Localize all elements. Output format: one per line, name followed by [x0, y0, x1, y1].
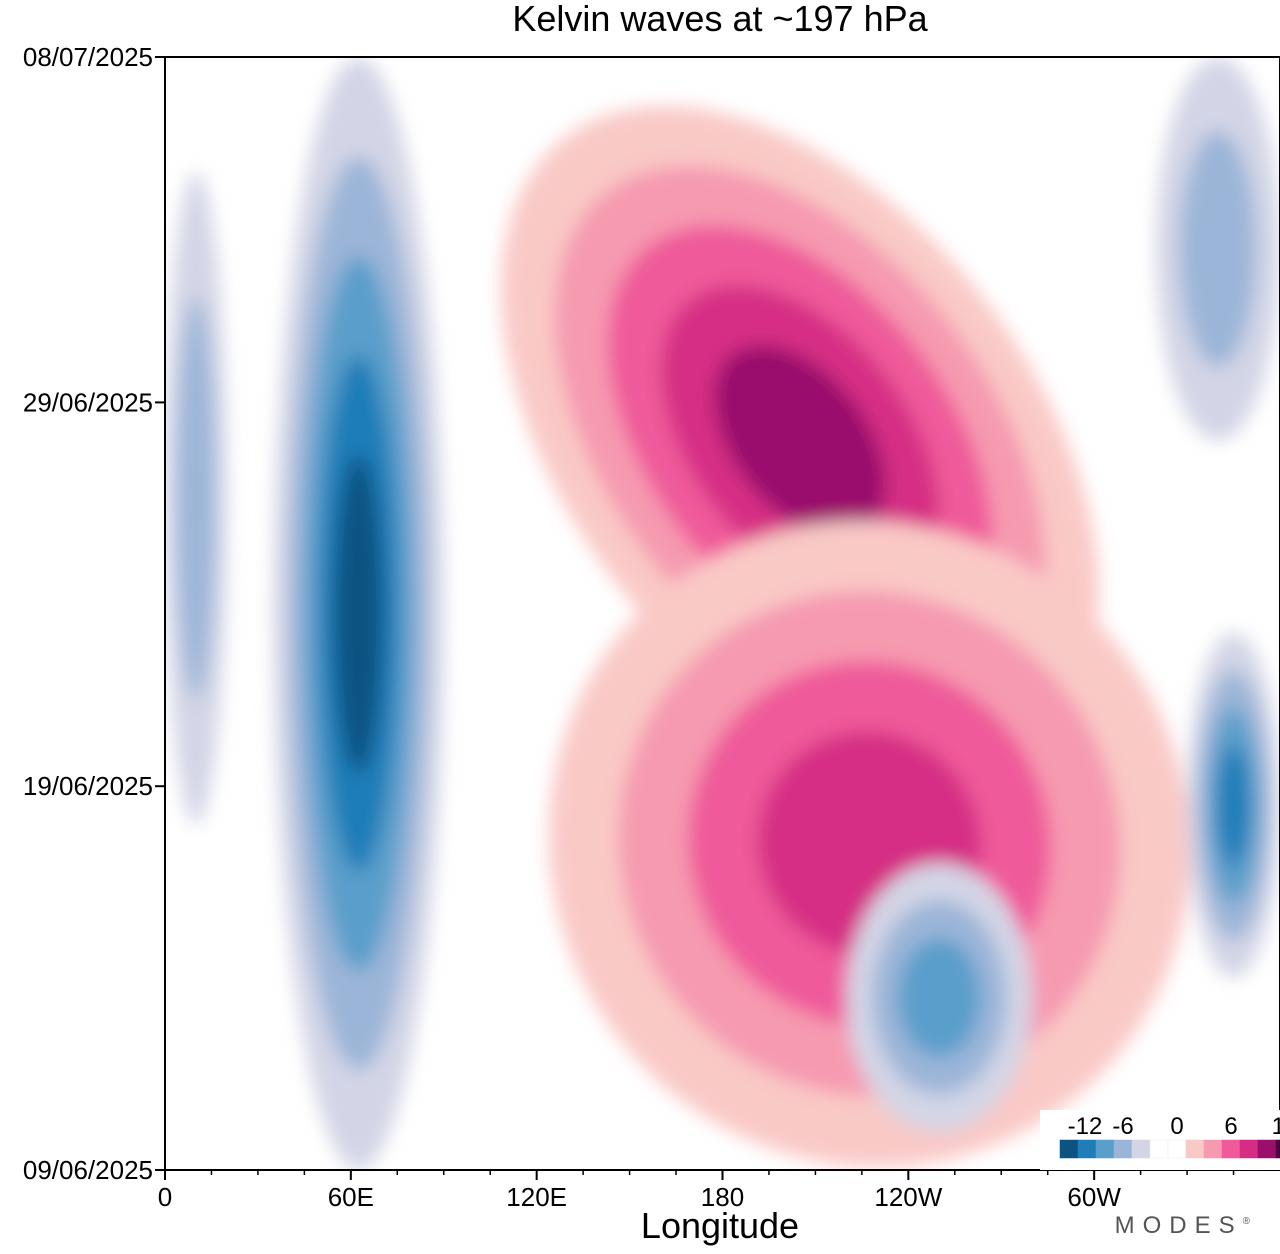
contour-level: [334, 454, 383, 773]
colorbar-swatch: [1059, 1139, 1079, 1159]
x-tick-label: 120E: [506, 1182, 567, 1212]
colorbar-label: -12: [1068, 1113, 1103, 1140]
brand-mark: ®: [1242, 1216, 1250, 1227]
brand-logo: MODES®: [1115, 1212, 1250, 1240]
colorbar-label: 0: [1170, 1113, 1183, 1140]
colorbar-swatch: [1077, 1139, 1097, 1159]
contour-level: [714, 345, 886, 537]
colorbar-label: 6: [1224, 1113, 1237, 1140]
chart-title: Kelvin waves at ~197 hPa: [512, 0, 928, 39]
x-axis-label: Longitude: [641, 1205, 799, 1246]
y-tick-label: 08/07/2025: [23, 42, 153, 72]
contour-level: [898, 937, 981, 1057]
colorbar-swatch: [1131, 1139, 1151, 1159]
colorbar-swatch: [1185, 1139, 1205, 1159]
contour-level: [176, 297, 216, 700]
colorbar-swatch: [1221, 1139, 1241, 1159]
colorbar-label: -6: [1112, 1113, 1133, 1140]
y-tick-label: 19/06/2025: [23, 771, 153, 801]
colorbar-swatch: [1275, 1139, 1280, 1159]
colorbar-label: 12: [1272, 1113, 1280, 1140]
colorbar: -12 -6 0 6 12: [1040, 1110, 1280, 1170]
x-tick-label: 120W: [874, 1182, 942, 1212]
x-tick-label: 60W: [1067, 1182, 1121, 1212]
x-tick-label: 180: [701, 1182, 744, 1212]
y-tick-label: 29/06/2025: [23, 387, 153, 417]
colorbar-swatch: [1167, 1139, 1187, 1159]
x-tick-label: 0: [158, 1182, 172, 1212]
colorbar-swatch: [1203, 1139, 1223, 1159]
axes: 0 60E 120E 180 120W 60W 09/06/2025 19/06/2025 29…: [23, 42, 1280, 1246]
x-tick-label: 60E: [328, 1182, 374, 1212]
brand-text: MODES: [1114, 1212, 1243, 1239]
contour-level: [1179, 130, 1257, 367]
contour-level: [1217, 745, 1250, 866]
colorbar-swatch: [1095, 1139, 1115, 1159]
colorbar-swatch: [1149, 1139, 1169, 1159]
heatmap-field: [165, 57, 1280, 1170]
heatmap-contours: [165, 57, 1280, 1170]
colorbar-swatch: [1113, 1139, 1133, 1159]
y-tick-label: 09/06/2025: [23, 1155, 153, 1185]
colorbar-swatch: [1239, 1139, 1259, 1159]
colorbar-swatch: [1257, 1139, 1277, 1159]
